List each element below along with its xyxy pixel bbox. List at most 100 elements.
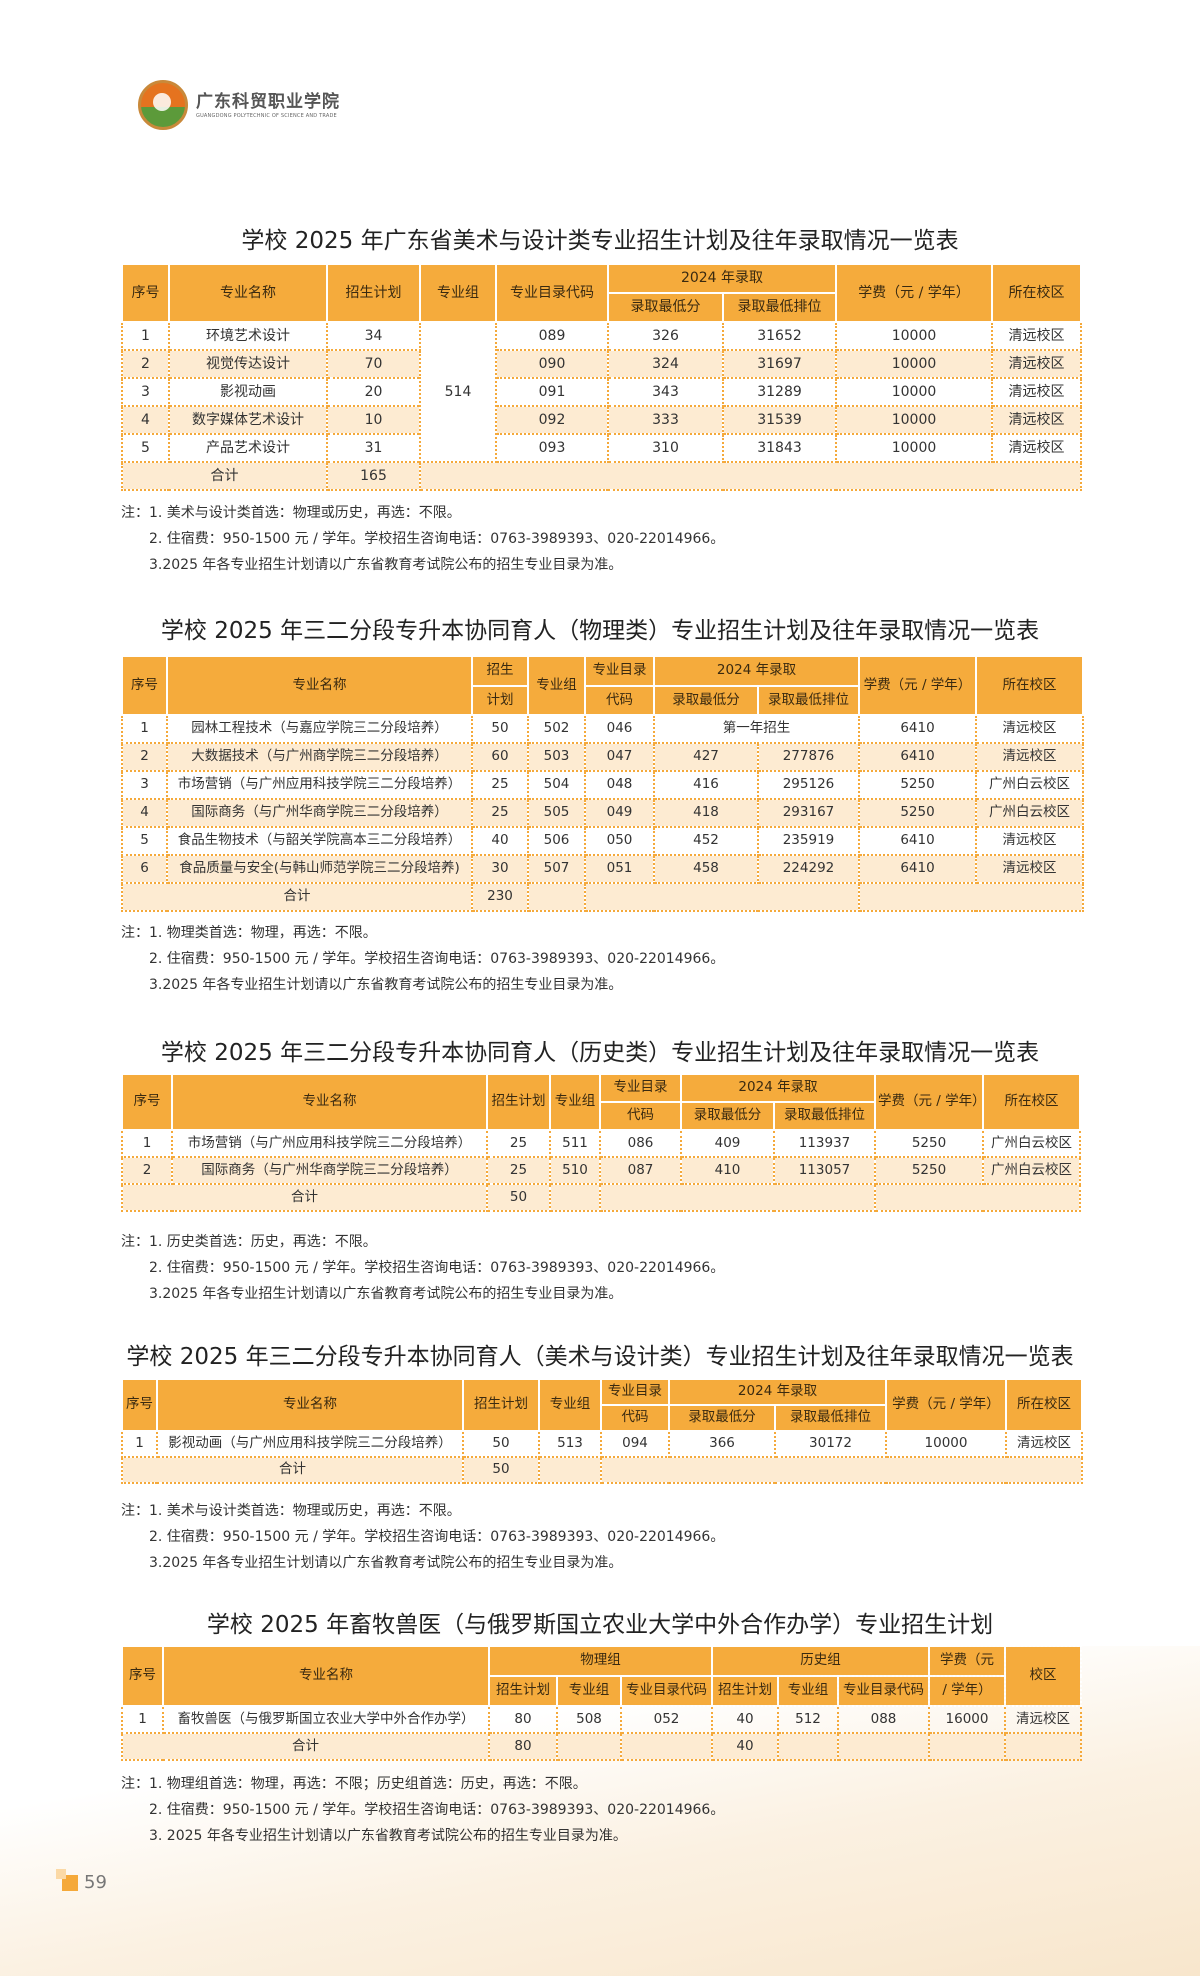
table-cell: 影视动画: [168, 377, 328, 407]
table-cell: 333: [607, 405, 724, 435]
note-line: 注：1. 美术与设计类首选：物理或历史，再选：不限。: [121, 1503, 461, 1519]
header-cell: 序号: [121, 1645, 164, 1707]
header-cell: 序号: [121, 1378, 158, 1432]
header-cell: 录取最低分: [653, 685, 759, 716]
table-cell: 合计: [121, 1183, 488, 1212]
table-cell: 235919: [757, 826, 860, 856]
table-cell: [549, 1183, 601, 1212]
table-cell: 清远校区: [991, 405, 1082, 435]
header-cell: 所在校区: [1005, 1378, 1083, 1432]
table-cell: 094: [600, 1430, 670, 1458]
header-cell: 所在校区: [975, 655, 1084, 716]
table-cell: 清远校区: [975, 854, 1084, 884]
header-cell: 2024 年录取: [668, 1378, 887, 1406]
table-cell: 504: [527, 770, 586, 800]
table-cell: 31652: [722, 321, 837, 351]
table-title: 学校 2025 年三二分段专升本协同育人（美术与设计类）专业招生计划及往年录取情…: [126, 1344, 1074, 1370]
header-cell: 招生: [471, 655, 529, 687]
header-cell: 专业组: [538, 1378, 602, 1432]
table-cell: 088: [837, 1705, 930, 1734]
table-cell: 2: [121, 349, 170, 379]
table-cell: 052: [620, 1705, 713, 1734]
header-cell: 录取最低排位: [722, 292, 837, 323]
header-cell: 专业目录代码: [837, 1675, 930, 1707]
table-cell: 10000: [835, 321, 993, 351]
table-cell: 影视动画（与广州应用科技学院三二分段培养）: [156, 1430, 464, 1458]
table-cell: 31: [326, 433, 421, 463]
table-cell: 049: [584, 798, 655, 828]
header-cell: 录取最低排位: [773, 1101, 876, 1131]
table-cell: 1: [121, 1705, 164, 1734]
table-cell: 国际商务（与广州华商学院三二分段培养）: [166, 798, 473, 828]
table-cell: 34: [326, 321, 421, 351]
header-row: 序号 专业名称 招生计划 专业组 专业目录 2024 年录取 学费（元 / 学年） 所在校区: [121, 1073, 1081, 1131]
table-cell: 427: [653, 742, 759, 772]
table-cell: 295126: [757, 770, 860, 800]
table-cell: 458: [653, 854, 759, 884]
header-cell: 录取最低分: [607, 292, 724, 323]
table-cell: 产品艺术设计: [168, 433, 328, 463]
header-cell: 招生计划: [488, 1675, 558, 1707]
table-cell: 410: [680, 1156, 775, 1185]
table-cell: [599, 1183, 876, 1212]
table-cell: 293167: [757, 798, 860, 828]
table-cell: 512: [777, 1705, 839, 1734]
table-cell: 清远校区: [991, 321, 1082, 351]
table-cell: 广州白云校区: [975, 798, 1084, 828]
header-cell: 学费（元: [928, 1645, 1006, 1677]
table-row: 2 国际商务（与广州华商学院三二分段培养） 25 510 087 410 113057 525…: [121, 1156, 1081, 1185]
table-cell: 合计: [121, 1456, 464, 1484]
header-cell: 计划: [471, 685, 529, 716]
enrollment-table: 序号 专业名称 物理组 历史组 学费（元 校区 招生计划 专业组 专业目录代码 招生计划 专业组 专业…: [121, 1645, 1082, 1761]
header-row: 序号 专业名称 物理组 历史组 学费（元 校区: [121, 1645, 1082, 1707]
header-cell: 序号: [121, 263, 170, 323]
table-cell: 25: [486, 1156, 551, 1185]
table-cell: 25: [486, 1129, 551, 1158]
total-row: 合计 165: [121, 461, 1082, 491]
table-cell: 6410: [858, 854, 977, 884]
table-cell: 80: [488, 1705, 558, 1734]
table-cell: 093: [495, 433, 609, 463]
table-cell: 086: [599, 1129, 682, 1158]
table-cell: 409: [680, 1129, 775, 1158]
table-cell: [858, 882, 1084, 912]
table-cell: 25: [471, 770, 529, 800]
note-line: 2. 住宿费：950-1500 元 / 学年。学校招生咨询电话：0763-398…: [149, 1802, 725, 1818]
table-cell: 418: [653, 798, 759, 828]
table-cell: 090: [495, 349, 609, 379]
note-line: 2. 住宿费：950-1500 元 / 学年。学校招生咨询电话：0763-398…: [149, 531, 725, 547]
table-cell: 6410: [858, 826, 977, 856]
header-cell: 专业名称: [166, 655, 473, 716]
header-cell: 录取最低分: [680, 1101, 775, 1131]
enrollment-table: 序号 专业名称 招生计划 专业组 专业目录 2024 年录取 学费（元 / 学年） 所在校区代…: [121, 1378, 1083, 1484]
table-cell: 3: [121, 377, 170, 407]
header-cell: 学费（元 / 学年）: [874, 1073, 984, 1131]
table-cell: 10000: [835, 349, 993, 379]
table-cell: [556, 1732, 622, 1761]
note-line: 注：1. 物理组首选：物理，再选：不限；历史组首选：历史，再选：不限。: [121, 1776, 587, 1792]
table-cell: 510: [549, 1156, 601, 1185]
header-cell: 专业名称: [156, 1378, 464, 1432]
table-cell: 80: [488, 1732, 558, 1761]
table-cell: 091: [495, 377, 609, 407]
table-cell: 清远校区: [975, 826, 1084, 856]
enrollment-table: 序号 专业名称 招生计划 专业组 专业目录代码 2024 年录取 学费（元 / 学年） 所在校…: [121, 263, 1082, 491]
table-cell: 60: [471, 742, 529, 772]
table-cell: 452: [653, 826, 759, 856]
table-cell: 507: [527, 854, 586, 884]
table-cell: 30172: [774, 1430, 887, 1458]
table-cell: 清远校区: [1005, 1430, 1083, 1458]
table-cell: 113057: [773, 1156, 876, 1185]
table-row: 3 市场营销（与广州应用科技学院三二分段培养） 25 504 048 416 295126 5…: [121, 770, 1084, 800]
table-cell: 园林工程技术（与嘉应学院三二分段培养）: [166, 714, 473, 744]
table-cell: 4: [121, 798, 168, 828]
table-cell: 40: [711, 1705, 779, 1734]
enrollment-table: 序号 专业名称 招生 专业组 专业目录 2024 年录取 学费（元 / 学年） 所在校区 计划代…: [121, 655, 1084, 912]
table-cell: 1: [121, 1430, 158, 1458]
header-cell: 专业名称: [171, 1073, 488, 1131]
page-number-text: 59: [84, 1872, 107, 1893]
logo-name-en: GUANGDONG POLYTECHNIC OF SCIENCE AND TRA…: [196, 112, 337, 119]
table-cell: 310: [607, 433, 724, 463]
note-line: 2. 住宿费：950-1500 元 / 学年。学校招生咨询电话：0763-398…: [149, 1529, 725, 1545]
header-cell: 专业目录代码: [620, 1675, 713, 1707]
